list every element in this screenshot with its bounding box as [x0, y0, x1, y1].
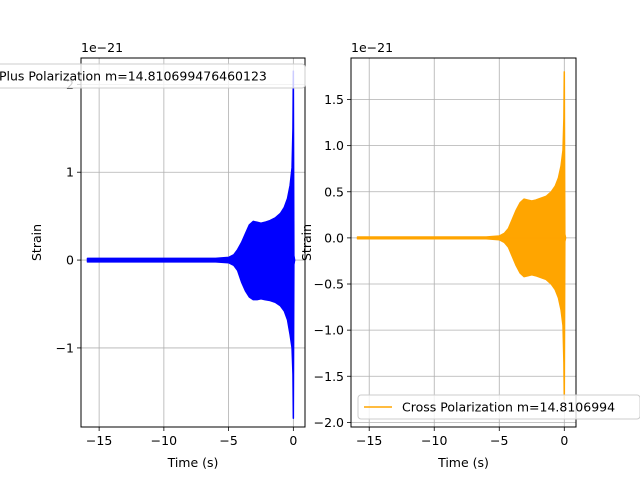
legend: Plus Polarization m=14.810699476460123: [0, 63, 306, 89]
legend-entry-cross-polarization: Cross Polarization m=14.8106994: [402, 400, 615, 415]
legend-entry-plus-polarization: Plus Polarization m=14.810699476460123: [0, 69, 267, 84]
y-offset-text: 1e−21: [351, 40, 393, 55]
series-layer: [86, 70, 296, 419]
y-tick-label: 0.0: [324, 230, 344, 245]
y-offset-text: 1e−21: [81, 40, 123, 55]
axes-frame: [80, 57, 306, 428]
cross-polarization-panel: −15 −10 −5 0 −2.0 −1.5 −1.0 −0.5 0.0 0.5 1.0 1.5 T…: [299, 40, 640, 470]
legend: Cross Polarization m=14.8106994: [357, 394, 640, 420]
x-ticks: −15 −10 −5 0: [356, 427, 568, 448]
x-tick-label: −15: [356, 433, 382, 448]
waveform-envelope: [356, 71, 567, 401]
grid-lines: [351, 58, 576, 427]
legend-box: [0, 63, 306, 89]
x-tick-label: 0: [289, 433, 297, 448]
x-tick-label: −15: [86, 433, 112, 448]
y-axis-label: Strain: [299, 224, 314, 261]
legend-box: [357, 394, 640, 420]
axes-frame: [350, 57, 577, 428]
x-tick-label: −10: [421, 433, 447, 448]
x-ticks: −15 −10 −5 0: [86, 427, 297, 448]
x-axis-label: Time (s): [167, 455, 219, 470]
y-tick-label: 1.5: [324, 92, 344, 107]
y-tick-label: 0.5: [324, 184, 344, 199]
y-tick-label: 1: [66, 165, 74, 180]
y-tick-label: 0: [66, 253, 74, 268]
y-tick-label: −0.5: [314, 277, 344, 292]
y-tick-label: −1: [56, 340, 74, 355]
y-tick-label: −1.0: [314, 323, 344, 338]
x-tick-label: 0: [560, 433, 568, 448]
y-axis-label: Strain: [29, 224, 44, 261]
x-tick-label: −5: [490, 433, 508, 448]
x-axis-label: Time (s): [437, 455, 489, 470]
y-ticks: −2.0 −1.5 −1.0 −0.5 0.0 0.5 1.0 1.5: [314, 92, 351, 430]
y-tick-label: 1.0: [324, 138, 344, 153]
y-tick-label: −1.5: [314, 369, 344, 384]
x-tick-label: −10: [151, 433, 177, 448]
x-tick-label: −5: [219, 433, 237, 448]
y-tick-label: −2.0: [314, 415, 344, 430]
series-layer: [356, 71, 567, 401]
plus-polarization-panel: −15−10−50 −1012 Time (s) Strain 1e−21 Pl…: [0, 40, 306, 470]
waveform-envelope: [86, 70, 296, 419]
